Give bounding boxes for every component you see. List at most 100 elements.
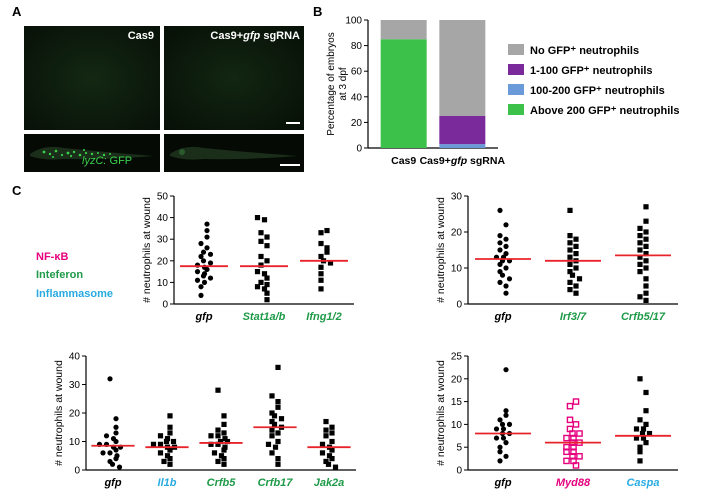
- data-point: [275, 399, 281, 405]
- data-point: [269, 427, 275, 433]
- data-point: [503, 412, 509, 418]
- data-point: [107, 450, 113, 456]
- legend-entry: No GFP⁺ neutrophils: [530, 45, 639, 57]
- data-point: [167, 456, 173, 462]
- data-point: [497, 449, 503, 455]
- data-point: [497, 417, 503, 423]
- data-point: [497, 247, 503, 253]
- data-point: [646, 430, 653, 437]
- data-point: [215, 433, 221, 439]
- data-point: [506, 276, 513, 282]
- data-point: [264, 281, 270, 288]
- data-point: [113, 424, 119, 430]
- data-point: [503, 290, 509, 296]
- bar-segment: [439, 116, 486, 145]
- data-point: [215, 441, 221, 447]
- data-point: [319, 441, 326, 447]
- legend-entry: Above 200 GFP⁺ neutrophils: [530, 105, 679, 117]
- data-point: [503, 453, 509, 459]
- x-tick-label-italic: gfp: [450, 155, 468, 167]
- data-point: [271, 413, 278, 419]
- data-point: [573, 265, 579, 271]
- data-point: [563, 457, 570, 465]
- micrograph-cas9-larva: [24, 134, 160, 172]
- data-point: [633, 426, 640, 432]
- data-point: [318, 286, 324, 292]
- data-point: [497, 269, 503, 275]
- x-tick-label: Cas9+gfp sgRNA: [420, 155, 506, 167]
- data-point: [323, 433, 329, 439]
- data-point: [325, 461, 332, 467]
- data-point: [221, 461, 227, 467]
- data-point: [643, 408, 649, 414]
- y-tick-label: 10: [69, 437, 81, 448]
- data-point: [318, 253, 324, 260]
- data-point: [272, 444, 279, 450]
- data-point: [643, 204, 649, 210]
- data-point: [198, 253, 204, 260]
- data-point: [261, 217, 268, 223]
- data-point: [567, 261, 573, 267]
- y-tick-label: 0: [356, 144, 362, 155]
- data-point: [503, 251, 509, 257]
- data-point: [215, 458, 221, 465]
- data-point: [643, 251, 649, 257]
- data-point: [222, 444, 228, 450]
- data-point: [204, 227, 210, 234]
- y-axis-label: # neutrophils at wound: [53, 360, 65, 466]
- scatter-chart-c3: 0 10 20 30 40 # neutrophils at wound gfp Il1b Cr…: [53, 352, 356, 489]
- y-tick-label: 40: [69, 352, 81, 363]
- x-tick-label: Ifng1/2: [306, 311, 341, 323]
- data-point: [643, 265, 649, 271]
- data-point: [329, 430, 335, 436]
- data-point: [503, 440, 509, 446]
- y-tick-label: 40: [157, 213, 169, 224]
- data-point: [637, 376, 643, 382]
- data-point: [643, 421, 649, 427]
- y-tick-label: 5: [456, 443, 462, 454]
- data-point: [318, 271, 324, 277]
- data-point: [497, 458, 503, 464]
- data-point: [157, 450, 164, 456]
- y-tick-label: 10: [157, 278, 169, 289]
- bar-segment: [439, 144, 486, 148]
- data-point: [637, 254, 643, 260]
- data-point: [576, 430, 583, 437]
- data-point: [170, 438, 177, 445]
- y-tick-label: 0: [456, 300, 462, 311]
- data-point: [217, 438, 224, 445]
- data-point: [269, 450, 275, 456]
- data-point: [563, 443, 570, 451]
- data-point: [506, 421, 513, 427]
- legend-swatch: [508, 44, 524, 55]
- data-point: [329, 447, 335, 453]
- data-point: [576, 453, 583, 460]
- data-point: [261, 271, 268, 277]
- data-point: [261, 286, 268, 292]
- data-point: [215, 427, 221, 433]
- y-tick-label: 25: [451, 352, 463, 363]
- data-point: [254, 215, 261, 221]
- data-point: [116, 464, 123, 470]
- y-tick-label: 20: [69, 409, 81, 420]
- data-point: [164, 436, 171, 442]
- panel-letter-b: B: [313, 4, 323, 19]
- data-point: [318, 277, 324, 283]
- micrograph-cas9-gfp-label: Cas9+gfp sgRNA: [210, 30, 300, 42]
- x-tick-label: Myd88: [556, 477, 591, 489]
- data-point: [573, 290, 579, 296]
- data-point: [167, 424, 173, 430]
- scale-bar: [286, 122, 300, 124]
- data-point: [264, 234, 270, 240]
- data-point: [221, 421, 227, 427]
- data-point: [107, 376, 113, 382]
- data-point: [640, 426, 647, 432]
- data-point: [167, 430, 173, 436]
- data-point: [114, 453, 120, 459]
- data-point: [167, 461, 173, 467]
- data-point: [264, 275, 270, 281]
- data-point: [643, 297, 649, 303]
- data-point: [637, 240, 643, 246]
- data-point: [637, 261, 643, 267]
- data-point: [503, 222, 509, 228]
